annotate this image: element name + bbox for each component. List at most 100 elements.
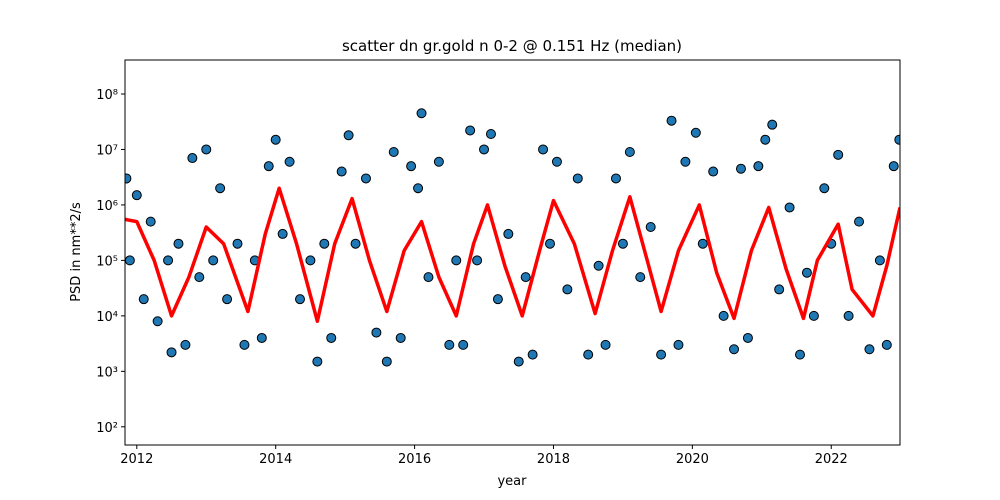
scatter-point <box>617 238 628 249</box>
scatter-point <box>125 255 135 266</box>
scatter-point <box>263 161 274 172</box>
y-tick-label: 10⁷ <box>96 143 118 158</box>
scatter-point <box>451 255 462 266</box>
scatter-point <box>795 349 805 360</box>
scatter-point <box>753 161 764 172</box>
scatter-point <box>801 267 812 278</box>
scatter-point <box>656 349 667 360</box>
scatter-point <box>360 173 371 184</box>
y-tick-label: 10⁵ <box>96 254 118 269</box>
y-tick-label: 10⁴ <box>96 310 118 325</box>
scatter-point <box>760 134 771 145</box>
scatter-point <box>222 294 233 305</box>
scatter-point <box>215 183 226 194</box>
scatter-point <box>690 127 701 138</box>
scatter-point <box>527 349 538 360</box>
scatter-point <box>163 255 174 266</box>
axes-frame <box>124 59 901 446</box>
scatter-point <box>819 183 830 194</box>
scatter-point <box>173 238 184 249</box>
scatter-point <box>284 156 295 167</box>
x-tick-label: 2016 <box>398 452 431 467</box>
scatter-point <box>138 294 149 305</box>
scatter-point <box>888 161 899 172</box>
scatter-point <box>458 339 469 350</box>
x-tick-label: 2020 <box>676 452 709 467</box>
scatter-point <box>583 349 594 360</box>
x-tick-label: 2022 <box>815 452 848 467</box>
scatter-point <box>874 255 885 266</box>
scatter-point <box>610 173 621 184</box>
plot-area <box>125 108 900 367</box>
scatter-point <box>551 156 562 167</box>
scatter-point <box>808 310 819 321</box>
scatter-point <box>423 272 434 283</box>
scatter-point <box>406 161 417 172</box>
scatter-point <box>784 202 795 213</box>
scatter-point <box>774 284 785 295</box>
scatter-point <box>187 153 198 164</box>
scatter-point <box>718 310 729 321</box>
scatter-point <box>479 144 490 155</box>
scatter-point <box>305 255 316 266</box>
scatter-point <box>350 238 361 249</box>
scatter-point <box>485 128 496 139</box>
scatter-point <box>201 144 212 155</box>
scatter-point <box>465 125 476 136</box>
x-tick-label: 2012 <box>120 452 153 467</box>
scatter-point <box>767 119 778 130</box>
scatter-point <box>735 163 746 174</box>
scatter-point <box>145 216 156 227</box>
scatter-point <box>635 272 646 283</box>
scatter-point <box>843 310 854 321</box>
scatter-point <box>593 260 604 271</box>
scatter-point <box>545 238 555 249</box>
scatter-point <box>312 356 323 367</box>
scatter-point <box>894 134 900 145</box>
scatter-point <box>295 294 305 305</box>
scatter-point <box>194 272 205 283</box>
scatter-point <box>131 190 142 201</box>
scatter-point <box>666 115 677 126</box>
scatter-point <box>624 146 635 157</box>
scatter-point <box>854 216 865 227</box>
y-axis-label: PSD in nm**2/s <box>69 202 84 302</box>
scatter-point <box>881 339 892 350</box>
scatter-point <box>833 149 844 160</box>
scatter-point <box>492 294 503 305</box>
x-tick-label: 2018 <box>537 452 570 467</box>
scatter-point <box>166 347 177 358</box>
scatter-point <box>388 146 399 157</box>
y-tick-label: 10³ <box>96 365 118 380</box>
scatter-point <box>742 332 753 343</box>
scatter-point <box>336 166 347 177</box>
scatter-point <box>600 339 611 350</box>
scatter-point <box>277 228 288 239</box>
scatter-point <box>673 339 684 350</box>
scatter-point <box>239 339 250 350</box>
chart-title: scatter dn gr.gold n 0-2 @ 0.151 Hz (med… <box>342 37 682 55</box>
scatter-point <box>395 332 406 343</box>
scatter-point <box>343 130 354 141</box>
scatter-point <box>697 238 708 249</box>
y-tick-label: 10² <box>96 421 118 436</box>
scatter-point <box>208 255 219 266</box>
scatter-point <box>413 183 424 194</box>
y-tick-label: 10⁸ <box>96 88 118 103</box>
scatter-point <box>371 327 382 338</box>
scatter-point <box>729 344 740 355</box>
scatter-point <box>538 144 549 155</box>
x-axis-label: year <box>497 474 527 489</box>
scatter-point <box>152 316 163 327</box>
scatter-point <box>444 339 455 350</box>
scatter-point <box>572 173 583 184</box>
scatter-point <box>180 339 191 350</box>
x-tick-label: 2014 <box>259 452 292 467</box>
scatter-point <box>232 238 243 249</box>
scatter-point <box>125 173 132 184</box>
scatter-point <box>270 134 281 145</box>
scatter-point <box>513 356 524 367</box>
scatter-point <box>472 255 483 266</box>
